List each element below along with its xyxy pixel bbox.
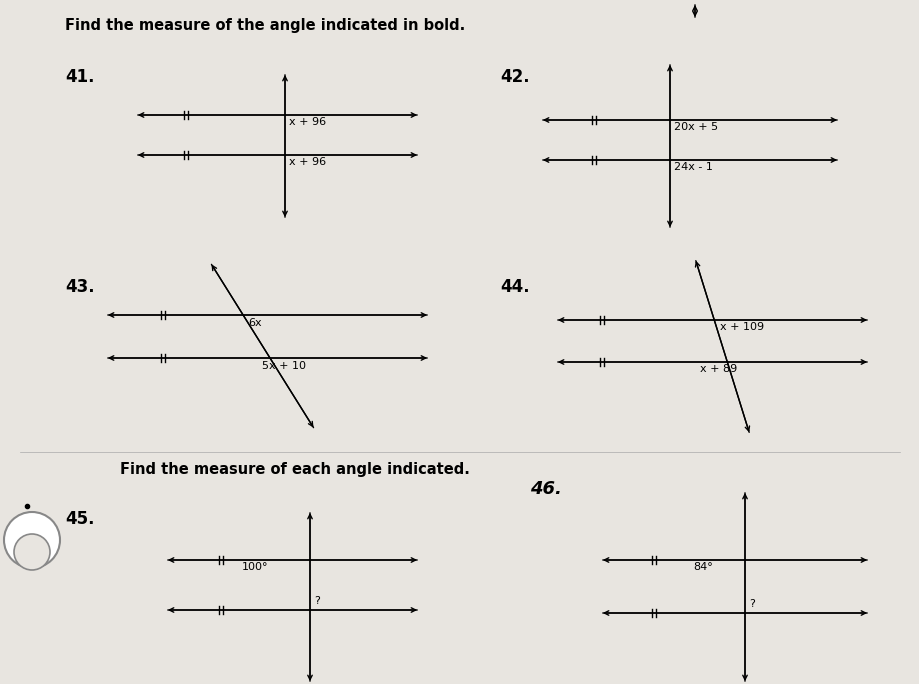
Circle shape [4,512,60,568]
Text: 42.: 42. [499,68,529,86]
Text: 41.: 41. [65,68,95,86]
Text: 46.: 46. [529,480,562,498]
Text: 43.: 43. [65,278,95,296]
Text: 6x: 6x [248,318,261,328]
Text: 100°: 100° [242,562,268,572]
Text: 20x + 5: 20x + 5 [674,122,718,132]
Text: x + 89: x + 89 [699,364,736,374]
Text: 24x - 1: 24x - 1 [674,162,712,172]
Text: 84°: 84° [692,562,712,572]
Text: ?: ? [313,596,320,606]
Circle shape [14,534,50,570]
Text: Find the measure of each angle indicated.: Find the measure of each angle indicated… [119,462,470,477]
Text: 45.: 45. [65,510,95,528]
Text: x + 96: x + 96 [289,157,325,167]
Text: x + 109: x + 109 [720,322,764,332]
Text: x + 96: x + 96 [289,117,325,127]
Text: ?: ? [748,599,754,609]
Text: Find the measure of the angle indicated in bold.: Find the measure of the angle indicated … [65,18,465,33]
Text: 44.: 44. [499,278,529,296]
Text: 5x + 10: 5x + 10 [262,361,306,371]
